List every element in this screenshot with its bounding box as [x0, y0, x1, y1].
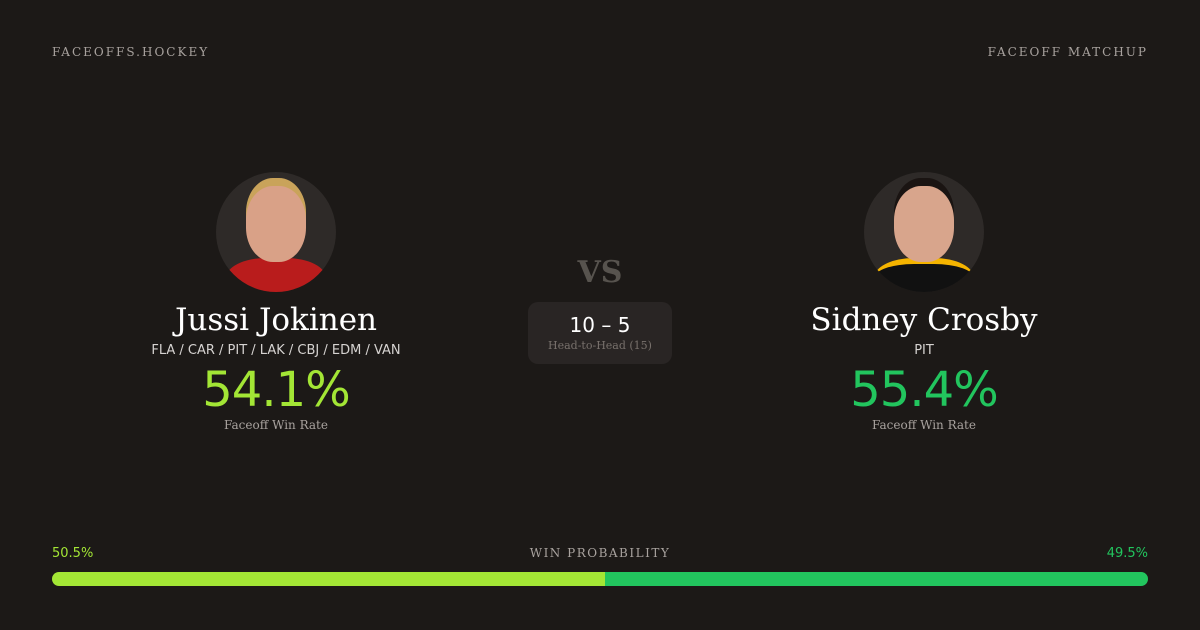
win-prob-right: 49.5% — [1106, 546, 1148, 561]
win-rate-label: Faceoff Win Rate — [224, 418, 328, 433]
player-avatar — [216, 172, 336, 292]
head-to-head-card: 10 – 5 Head-to-Head (15) — [528, 302, 672, 364]
win-rate-label: Faceoff Win Rate — [872, 418, 976, 433]
player-avatar — [864, 172, 984, 292]
player-teams: FLA / CAR / PIT / LAK / CBJ / EDM / VAN — [151, 343, 401, 359]
vs-label: VS — [577, 255, 623, 290]
h2h-score: 10 – 5 — [569, 313, 631, 337]
player-right: Sidney Crosby PIT 55.4% Faceoff Win Rate — [724, 172, 1124, 432]
win-rate: 54.1% — [202, 362, 350, 419]
player-teams: PIT — [914, 343, 934, 359]
page-label: FACEOFF MATCHUP — [987, 45, 1148, 59]
player-left: Jussi Jokinen FLA / CAR / PIT / LAK / CB… — [76, 172, 476, 432]
win-prob-left-segment — [52, 572, 606, 586]
win-rate: 55.4% — [850, 362, 998, 419]
win-prob-left: 50.5% — [52, 546, 94, 561]
site-brand[interactable]: FACEOFFS.HOCKEY — [52, 45, 210, 59]
player-name: Sidney Crosby — [810, 302, 1038, 338]
player-name: Jussi Jokinen — [174, 302, 378, 338]
win-prob-bar — [52, 572, 1148, 586]
h2h-label: Head-to-Head (15) — [548, 339, 652, 352]
win-prob-right-segment — [605, 572, 1148, 586]
win-prob-label: WIN PROBABILITY — [529, 546, 671, 560]
